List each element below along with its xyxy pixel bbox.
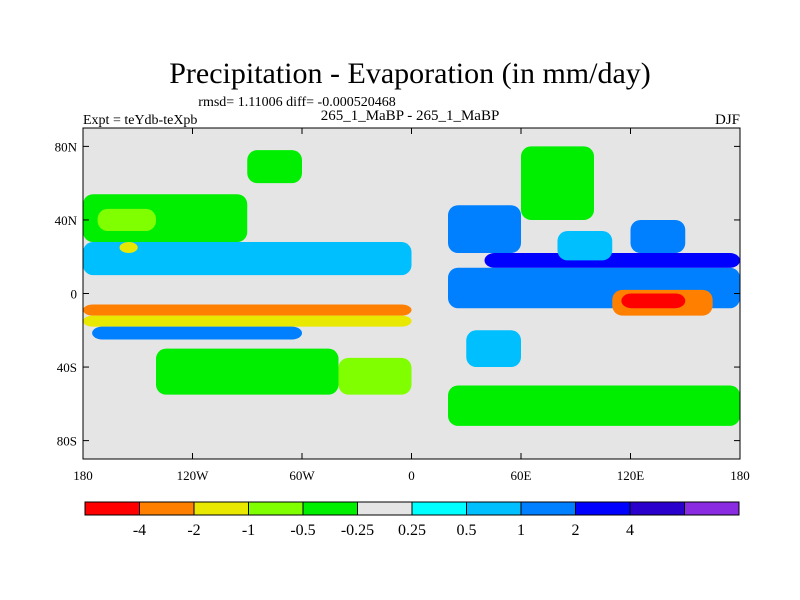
stats-line: rmsd= 1.11006 diff= -0.000520468 bbox=[198, 95, 395, 110]
colorbar-label: 2 bbox=[572, 522, 580, 539]
x-tick-label: 60W bbox=[289, 468, 315, 483]
x-tick-label: 180 bbox=[73, 468, 93, 483]
y-tick-label: 40S bbox=[57, 360, 77, 375]
y-tick-label: 0 bbox=[71, 287, 78, 302]
x-tick-label: 180 bbox=[730, 468, 750, 483]
colorbar-label: -0.25 bbox=[341, 522, 374, 539]
colorbar-label: -1 bbox=[242, 522, 255, 539]
x-tick-label: 60E bbox=[511, 468, 532, 483]
chart-title: Precipitation - Evaporation (in mm/day) bbox=[169, 57, 651, 90]
colorbar-cell bbox=[357, 501, 413, 516]
field-region bbox=[83, 315, 412, 327]
colorbar-cell bbox=[302, 501, 358, 516]
colorbar-cell bbox=[411, 501, 467, 516]
y-tick-label: 80S bbox=[57, 434, 77, 449]
colorbar-label: 0.5 bbox=[457, 522, 477, 539]
colorbar-label: -2 bbox=[187, 522, 200, 539]
field-region bbox=[83, 242, 412, 276]
left-label: Expt = teYdb-teXpb bbox=[83, 113, 197, 128]
field-region bbox=[247, 150, 302, 184]
field-region bbox=[557, 230, 613, 261]
map-axes: 180 120W 60W 0 60E 120E 180 80N 40N 0 40S 80S bbox=[55, 127, 750, 483]
colorbar-label: 1 bbox=[517, 522, 525, 539]
field-region bbox=[521, 146, 594, 220]
field-region bbox=[466, 330, 521, 368]
x-tick-label: 120W bbox=[177, 468, 210, 483]
field-region bbox=[338, 357, 412, 395]
field-region bbox=[448, 385, 740, 426]
colorbar-label: 4 bbox=[626, 522, 634, 539]
colorbar-cell bbox=[193, 501, 249, 516]
map-panel bbox=[83, 128, 740, 459]
field-region bbox=[630, 219, 686, 254]
y-tick-label: 80N bbox=[55, 139, 78, 154]
colorbar-cell bbox=[684, 501, 740, 516]
colorbar-cell bbox=[629, 501, 685, 516]
colorbar-label: -0.5 bbox=[290, 522, 315, 539]
y-tick-label: 40N bbox=[55, 213, 78, 228]
field-region bbox=[119, 242, 138, 254]
x-tick-label: 120E bbox=[617, 468, 645, 483]
field-region bbox=[97, 208, 156, 231]
colorbar-cell bbox=[575, 501, 631, 516]
colorbar-cell bbox=[466, 501, 522, 516]
colorbar-cell bbox=[139, 501, 195, 516]
colorbar-cell bbox=[248, 501, 304, 516]
center-label: 265_1_MaBP - 265_1_MaBP bbox=[321, 108, 500, 124]
right-label: DJF bbox=[715, 112, 740, 128]
field-region bbox=[92, 326, 302, 340]
colorbar-cell bbox=[520, 501, 576, 516]
colorbar-label: -4 bbox=[133, 522, 146, 539]
colorbar-label: 0.25 bbox=[398, 522, 426, 539]
field-region bbox=[156, 348, 339, 395]
field-region bbox=[448, 205, 521, 254]
colorbar-cell bbox=[84, 501, 140, 516]
x-tick-label: 0 bbox=[408, 468, 415, 483]
field-region bbox=[83, 304, 412, 316]
colorbar: -4 -2 -1 -0.5 -0.25 0.25 0.5 1 2 4 bbox=[84, 501, 740, 539]
field-region bbox=[621, 293, 686, 309]
field-region bbox=[484, 253, 740, 268]
